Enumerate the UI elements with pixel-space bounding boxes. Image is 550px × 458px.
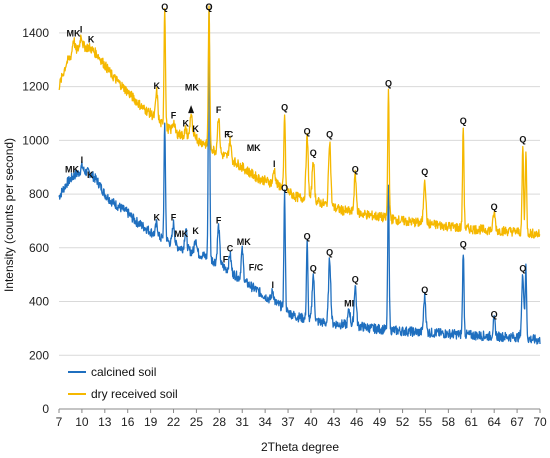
y-tick-label-0: 0 xyxy=(42,402,49,416)
x-tick-label-13: 46 xyxy=(350,415,364,429)
peak-label-0-21: Q xyxy=(519,264,526,274)
peak-label-0-8: C xyxy=(227,244,234,254)
peak-label-1-18: Q xyxy=(421,167,428,177)
x-tick-label-12: 43 xyxy=(327,415,341,429)
x-tick-label-19: 64 xyxy=(488,415,502,429)
peak-label-1-16: Q xyxy=(352,164,359,174)
y-axis-title: Intensity (counts per second) xyxy=(2,138,16,292)
annotation-label-5: F/C xyxy=(249,263,264,273)
peak-label-0-15: MI xyxy=(344,299,354,309)
x-tick-label-15: 52 xyxy=(396,415,410,429)
peak-label-0-20: Q xyxy=(491,309,498,319)
peak-label-0-18: Q xyxy=(421,285,428,295)
x-tick-label-17: 58 xyxy=(442,415,456,429)
peak-label-1-12: Q xyxy=(281,102,288,112)
y-tick-label-7: 1400 xyxy=(22,26,49,40)
x-tick-label-8: 31 xyxy=(236,415,250,429)
peak-label-1-20: Q xyxy=(491,202,498,212)
legend-label-calcined-soil: calcined soil xyxy=(91,365,156,379)
gridlines xyxy=(59,32,540,356)
peak-label-0-6: Q xyxy=(206,2,213,12)
peak-label-1-7: K xyxy=(192,124,199,134)
x-tick-label-9: 34 xyxy=(258,415,272,429)
peak-label-1-11: I xyxy=(273,159,276,169)
y-tick-label-2: 400 xyxy=(29,295,49,309)
series-group xyxy=(58,5,541,345)
y-tick-label-5: 1000 xyxy=(22,133,49,147)
peak-label-1-17: Q xyxy=(385,78,392,88)
axes: 0 200 400 600 800 1000 1200 1400 7 10 13 16 19 22 25 28… xyxy=(22,26,547,429)
legend-label-dry-received-soil: dry received soil xyxy=(91,387,178,401)
peak-label-1-5: K xyxy=(182,119,189,129)
peak-label-0-14: Q xyxy=(326,248,333,258)
peak-label-1-8: Q xyxy=(206,2,213,12)
x-tick-label-21: 70 xyxy=(533,415,547,429)
annotation-label-1: K xyxy=(87,170,94,180)
annotation-label-8: F xyxy=(224,130,230,140)
peak-label-0-19: Q xyxy=(460,239,467,249)
x-tick-label-4: 19 xyxy=(144,415,158,429)
annotation-label-3: F xyxy=(223,255,229,265)
annotation-label-6: K xyxy=(88,34,95,44)
mk-arrow-marker xyxy=(188,105,195,114)
peak-label-1-4: F xyxy=(171,111,177,121)
annotation-label-7: MK xyxy=(185,83,199,93)
x-tick-label-10: 37 xyxy=(281,415,295,429)
x-tick-label-7: 28 xyxy=(213,415,227,429)
annotation-label-2: MK xyxy=(174,229,188,239)
peak-label-0-0: I xyxy=(81,155,84,165)
peak-label-1-2: K xyxy=(153,81,160,91)
peak-label-0-10: I xyxy=(272,280,275,290)
peak-label-1-1: I xyxy=(80,25,83,35)
series-line-0 xyxy=(58,10,541,345)
peak-label-0-7: F xyxy=(216,215,222,225)
x-axis-title: 2Theta degree xyxy=(261,440,339,454)
peak-label-0-13: Q xyxy=(310,264,317,274)
annotation-label-0: MK xyxy=(65,165,79,175)
x-tick-label-1: 10 xyxy=(75,415,89,429)
x-tick-label-3: 16 xyxy=(121,415,135,429)
series-line-1 xyxy=(58,5,541,239)
annotation-label-4: MK xyxy=(237,237,251,247)
peak-label-1-15: Q xyxy=(326,129,333,139)
x-tick-label-0: 7 xyxy=(56,415,63,429)
y-tick-label-4: 800 xyxy=(29,187,49,201)
x-tick-label-16: 55 xyxy=(419,415,433,429)
x-tick-label-14: 49 xyxy=(373,415,387,429)
peak-label-1-9: F xyxy=(216,105,222,115)
peak-label-1-13: Q xyxy=(304,127,311,137)
x-tick-label-2: 13 xyxy=(98,415,112,429)
peak-label-0-16: Q xyxy=(352,274,359,284)
peak-label-0-12: Q xyxy=(304,231,311,241)
peak-label-1-21: Q xyxy=(519,135,526,145)
peak-label-0-1: K xyxy=(153,213,160,223)
annotation-label-9: MK xyxy=(247,143,261,153)
peak-label-1-0: MK xyxy=(67,29,81,39)
y-tick-label-3: 600 xyxy=(29,241,49,255)
y-tick-label-6: 1200 xyxy=(22,80,49,94)
y-tick-label-1: 200 xyxy=(29,348,49,362)
peak-label-1-3: Q xyxy=(161,2,168,12)
x-tick-label-11: 40 xyxy=(304,415,318,429)
legend: calcined soil dry received soil xyxy=(68,365,178,401)
x-tick-label-20: 67 xyxy=(510,415,524,429)
peak-label-0-11: Q xyxy=(281,183,288,193)
peak-label-1-14: Q xyxy=(310,148,317,158)
x-tick-label-5: 22 xyxy=(167,415,181,429)
peak-label-0-3: F xyxy=(171,213,177,223)
peak-label-1-19: Q xyxy=(460,116,467,126)
peak-label-0-5: K xyxy=(192,226,199,236)
peak-label-1-10: C xyxy=(227,129,234,139)
x-tick-label-6: 25 xyxy=(190,415,204,429)
x-tick-label-18: 61 xyxy=(465,415,479,429)
